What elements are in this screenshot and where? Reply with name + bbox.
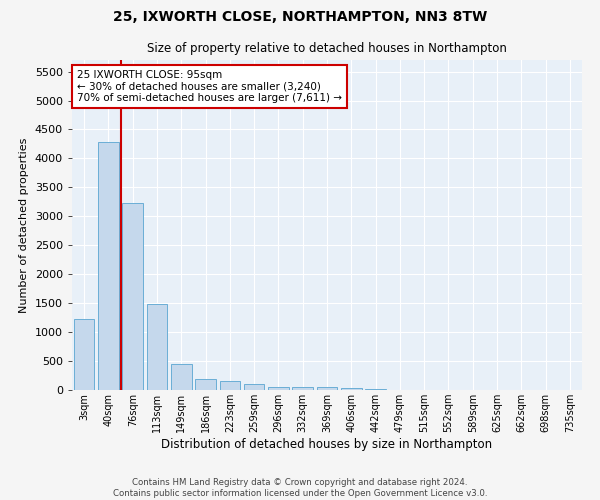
Bar — [244, 384, 265, 390]
Text: 25, IXWORTH CLOSE, NORTHAMPTON, NN3 8TW: 25, IXWORTH CLOSE, NORTHAMPTON, NN3 8TW — [113, 10, 487, 24]
Text: Contains HM Land Registry data © Crown copyright and database right 2024.
Contai: Contains HM Land Registry data © Crown c… — [113, 478, 487, 498]
Bar — [146, 304, 167, 390]
Y-axis label: Number of detached properties: Number of detached properties — [19, 138, 29, 312]
Bar — [317, 387, 337, 390]
X-axis label: Distribution of detached houses by size in Northampton: Distribution of detached houses by size … — [161, 438, 493, 451]
Bar — [220, 381, 240, 390]
Bar — [74, 320, 94, 390]
Bar — [122, 203, 143, 390]
Text: 25 IXWORTH CLOSE: 95sqm
← 30% of detached houses are smaller (3,240)
70% of semi: 25 IXWORTH CLOSE: 95sqm ← 30% of detache… — [77, 70, 342, 103]
Bar — [292, 387, 313, 390]
Bar — [268, 387, 289, 390]
Bar — [171, 364, 191, 390]
Bar — [195, 378, 216, 390]
Bar — [341, 388, 362, 390]
Bar — [98, 142, 119, 390]
Title: Size of property relative to detached houses in Northampton: Size of property relative to detached ho… — [147, 42, 507, 54]
